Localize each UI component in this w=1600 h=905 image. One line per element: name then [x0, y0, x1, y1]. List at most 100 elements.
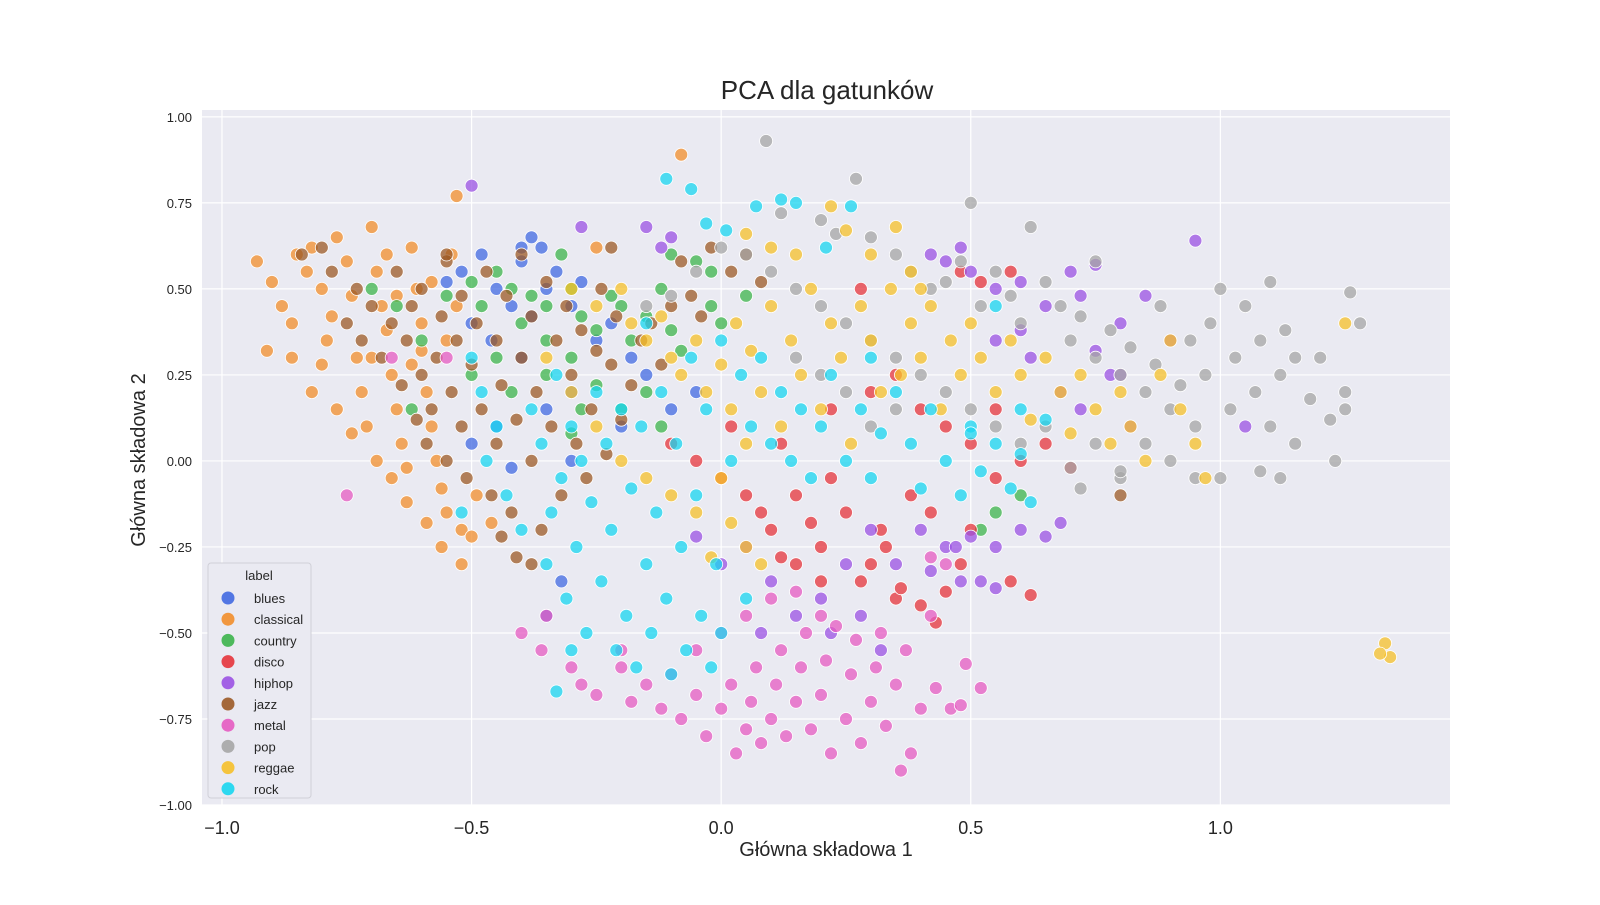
x-tick-label: 1.0 — [1208, 818, 1233, 838]
data-point-rock — [694, 608, 709, 623]
data-point-pop — [1173, 378, 1188, 393]
data-point-rock — [644, 626, 659, 640]
data-point-disco — [1038, 436, 1053, 451]
data-point-reggae — [1138, 453, 1153, 468]
data-point-rock — [953, 488, 968, 503]
data-point-rock — [744, 419, 758, 434]
data-point-classical — [379, 247, 394, 262]
data-point-rock — [699, 402, 714, 417]
data-point-reggae — [754, 385, 768, 400]
data-point-country — [654, 419, 669, 434]
data-point-country — [489, 350, 504, 365]
data-point-metal — [749, 660, 763, 675]
data-point-reggae — [844, 436, 858, 451]
data-point-rock — [524, 402, 539, 417]
data-point-rock — [624, 481, 639, 496]
data-point-classical — [384, 471, 399, 486]
data-point-hiphop — [953, 574, 968, 589]
data-point-reggae — [923, 299, 938, 314]
data-point-pop — [1328, 453, 1343, 468]
data-point-metal — [799, 626, 813, 640]
data-point-reggae — [589, 299, 604, 314]
data-point-pop — [1353, 316, 1367, 331]
data-point-classical — [454, 522, 469, 537]
data-point-hiphop — [814, 591, 828, 606]
legend-marker-hiphop — [221, 676, 235, 690]
data-point-rock — [1013, 402, 1028, 417]
data-point-pop — [1053, 299, 1068, 314]
data-point-hiphop — [889, 557, 903, 572]
data-point-metal — [829, 619, 843, 633]
data-point-jazz — [604, 357, 619, 372]
data-point-reggae — [834, 350, 848, 365]
data-point-rock — [514, 522, 529, 537]
data-point-reggae — [789, 247, 803, 262]
data-point-pop — [864, 230, 878, 245]
data-point-rock — [489, 419, 504, 434]
data-point-hiphop — [864, 522, 878, 537]
data-point-hiphop — [923, 564, 938, 578]
data-point-blues — [554, 574, 569, 589]
data-point-classical — [464, 529, 479, 544]
data-point-classical — [389, 402, 404, 417]
data-point-hiphop — [913, 522, 928, 537]
data-point-classical — [434, 481, 449, 496]
data-point-hiphop — [1063, 264, 1078, 279]
data-point-classical — [274, 299, 289, 314]
legend-marker-metal — [221, 718, 235, 732]
data-point-classical — [404, 357, 419, 372]
data-point-pop — [789, 281, 803, 296]
data-point-hiphop — [948, 540, 963, 554]
data-point-reggae — [564, 385, 579, 400]
data-point-jazz — [584, 402, 599, 417]
data-point-reggae — [864, 247, 878, 262]
data-point-disco — [689, 453, 704, 468]
data-point-jazz — [474, 402, 489, 417]
data-point-pop — [814, 213, 828, 228]
data-point-reggae — [624, 316, 639, 331]
data-point-disco — [938, 419, 953, 434]
data-point-metal — [534, 643, 549, 658]
data-point-rock — [804, 471, 818, 486]
data-point-metal — [874, 626, 888, 640]
data-point-pop — [938, 275, 953, 289]
data-point-rock — [589, 385, 604, 400]
chart-title: PCA dla gatunków — [721, 75, 934, 105]
data-point-rock — [659, 591, 674, 606]
data-point-pop — [689, 264, 704, 279]
data-point-metal — [894, 763, 908, 778]
data-point-disco — [774, 550, 788, 565]
data-point-reggae — [739, 226, 753, 241]
series-reggae — [539, 199, 1397, 664]
data-point-rock — [599, 436, 614, 451]
legend-marker-pop — [221, 739, 235, 753]
y-tick-label: 1.00 — [167, 110, 192, 125]
data-point-rock — [579, 626, 594, 640]
data-point-reggae — [774, 419, 788, 434]
data-point-pop — [714, 240, 729, 255]
data-point-pop — [889, 402, 903, 417]
data-point-hiphop — [764, 574, 778, 589]
data-point-blues — [524, 230, 539, 245]
data-point-hiphop — [639, 220, 654, 234]
data-point-reggae — [1088, 402, 1103, 417]
data-point-disco — [904, 488, 918, 503]
scatter-points — [249, 134, 1397, 778]
data-point-reggae — [539, 350, 554, 365]
data-point-jazz — [514, 350, 529, 365]
data-point-reggae — [699, 385, 714, 400]
data-point-rock — [864, 471, 878, 486]
data-point-disco — [814, 540, 828, 554]
data-point-rock — [774, 385, 788, 400]
data-point-reggae — [973, 350, 988, 365]
data-point-reggae — [589, 419, 604, 434]
data-point-classical — [419, 516, 434, 530]
data-point-rock — [749, 199, 763, 214]
data-point-disco — [913, 598, 928, 613]
data-point-classical — [369, 264, 384, 279]
data-point-reggae — [674, 367, 689, 382]
data-point-classical — [424, 419, 439, 434]
data-point-jazz — [724, 264, 739, 279]
data-point-rock — [719, 223, 734, 238]
